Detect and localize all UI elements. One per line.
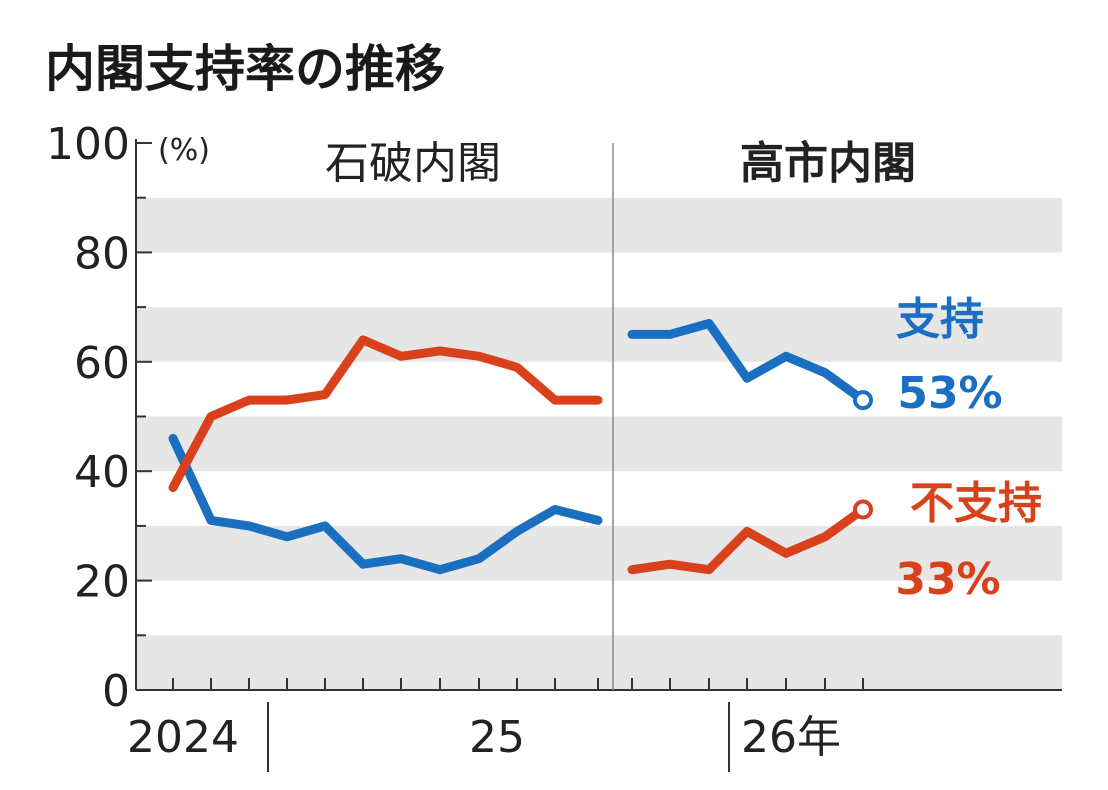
y-tick-label: 80 [74, 228, 130, 279]
series-line-支持 [627, 319, 868, 405]
era-labels: 石破内閣 高市内閣 [325, 138, 916, 189]
grid-band [136, 197, 1062, 253]
series-end-name: 不支持 [910, 478, 1042, 529]
tick-labels: 0 20 40 60 80 100 2024 25 26年 [46, 119, 841, 763]
series-lines [168, 319, 873, 575]
series-end-value: 33% [895, 554, 1000, 605]
series-end-marker [853, 499, 873, 520]
y-tick-label: 60 [74, 338, 130, 389]
axes [135, 139, 1062, 772]
series-line-不支持 [168, 335, 603, 493]
y-tick-label: 100 [46, 119, 130, 170]
series-end-labels: 支持 53% 不支持 33% [895, 294, 1042, 605]
chart-title: 内閣支持率の推移 [45, 40, 445, 98]
series-end-value: 53% [897, 368, 1002, 419]
series-line-不支持 [627, 505, 868, 575]
grid-band [136, 416, 1062, 472]
x-tick-label: 25 [469, 712, 525, 763]
y-unit-label: (%) [158, 133, 210, 168]
series-end-name: 支持 [896, 294, 984, 345]
era-label: 石破内閣 [325, 138, 501, 189]
y-tick-label: 40 [74, 447, 130, 498]
series-end-marker [853, 390, 873, 411]
grid-band [136, 307, 1062, 362]
series-line-支持 [168, 433, 603, 575]
grid-bands [136, 197, 1062, 690]
x-tick-label: 26年 [741, 712, 841, 763]
y-tick-label: 20 [74, 557, 130, 608]
x-tick-label: 2024 [127, 712, 239, 763]
era-label: 高市内閣 [740, 138, 916, 189]
y-tick-label: 0 [102, 666, 130, 717]
